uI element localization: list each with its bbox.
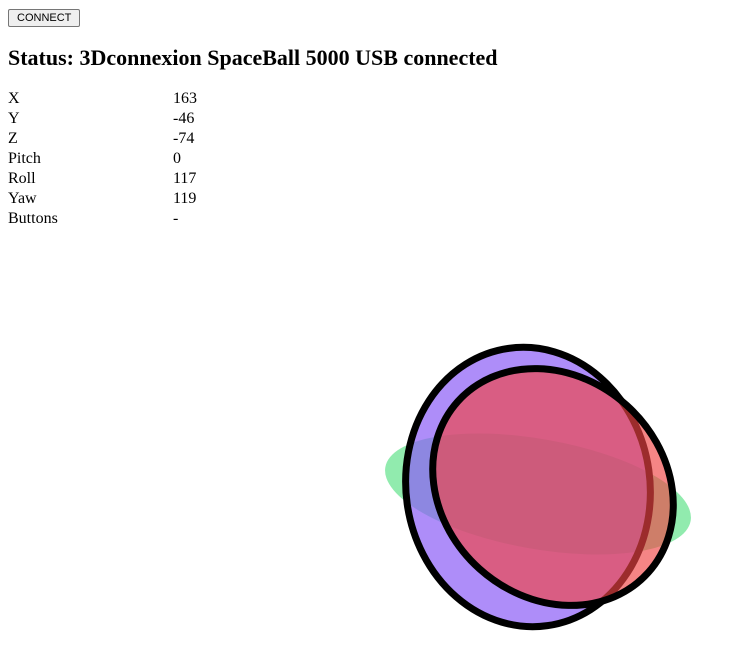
table-row: Y -46 [8,109,273,129]
readout-value: 119 [173,189,273,209]
table-row: Yaw 119 [8,189,273,209]
readout-label: Pitch [8,149,173,169]
readout-value: 163 [173,89,273,109]
readout-label: X [8,89,173,109]
status-heading: Status: 3Dconnexion SpaceBall 5000 USB c… [8,45,734,71]
orientation-gizmo-icon [368,339,708,639]
readout-value: -74 [173,129,273,149]
readout-label: Buttons [8,209,173,229]
orientation-visualization [8,229,742,639]
status-prefix: Status: [8,45,80,70]
readout-value: - [173,209,273,229]
pitch-disc [384,339,708,639]
readout-label: Yaw [8,189,173,209]
readout-value: 117 [173,169,273,189]
table-row: Buttons - [8,209,273,229]
readout-value: 0 [173,149,273,169]
table-row: Z -74 [8,129,273,149]
readout-label: Z [8,129,173,149]
readout-label: Roll [8,169,173,189]
table-row: X 163 [8,89,273,109]
readout-label: Y [8,109,173,129]
readout-value: -46 [173,109,273,129]
status-text: 3Dconnexion SpaceBall 5000 USB connected [80,45,498,70]
table-row: Roll 117 [8,169,273,189]
table-row: Pitch 0 [8,149,273,169]
readout-table: X 163 Y -46 Z -74 Pitch 0 Roll 117 Yaw 1… [8,89,273,229]
connect-button[interactable]: CONNECT [8,9,80,27]
